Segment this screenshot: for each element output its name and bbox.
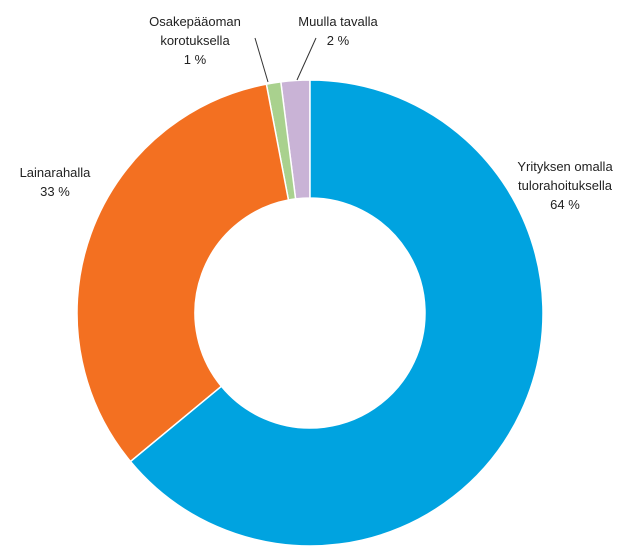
category-name: Osakepääoman korotuksella [149,14,241,48]
category-name: Lainarahalla [19,165,91,180]
slice-label: Lainarahalla 33 % [0,163,110,201]
value-label: 2 % [326,33,350,48]
slice-label: Muulla tavalla 2 % [283,12,393,50]
slice-label: Osakepääoman korotuksella 1 % [145,12,245,69]
value-label: 1 % [183,52,207,67]
leader-line [296,37,317,81]
value-label: 33 % [40,184,70,199]
category-name: Yrityksen omalla tulorahoituksella [517,159,613,193]
slice-label: Yrityksen omalla tulorahoituksella 64 % [500,157,630,214]
donut-slice [129,79,544,546]
donut-slice [76,83,290,463]
category-name: Muulla tavalla [298,14,378,29]
leader-line [254,37,269,83]
value-label: 64 % [550,197,580,212]
